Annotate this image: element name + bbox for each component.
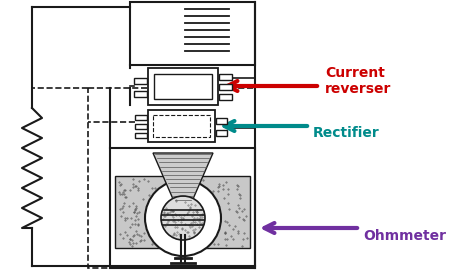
Polygon shape xyxy=(110,148,255,268)
Polygon shape xyxy=(134,91,147,97)
Polygon shape xyxy=(115,176,250,248)
Polygon shape xyxy=(153,153,213,199)
Polygon shape xyxy=(148,110,215,142)
Polygon shape xyxy=(219,84,232,90)
Polygon shape xyxy=(135,133,147,138)
Circle shape xyxy=(161,196,205,240)
Polygon shape xyxy=(135,115,147,120)
Polygon shape xyxy=(148,68,218,105)
Circle shape xyxy=(145,180,221,256)
Polygon shape xyxy=(216,130,227,136)
Text: Rectifier: Rectifier xyxy=(313,126,380,140)
Text: Ohmmeter: Ohmmeter xyxy=(363,229,446,243)
Polygon shape xyxy=(135,124,147,129)
Polygon shape xyxy=(134,78,147,84)
Polygon shape xyxy=(130,2,255,65)
Polygon shape xyxy=(219,74,232,80)
Text: Current
reverser: Current reverser xyxy=(325,66,392,96)
Polygon shape xyxy=(219,94,232,100)
Polygon shape xyxy=(216,118,227,124)
